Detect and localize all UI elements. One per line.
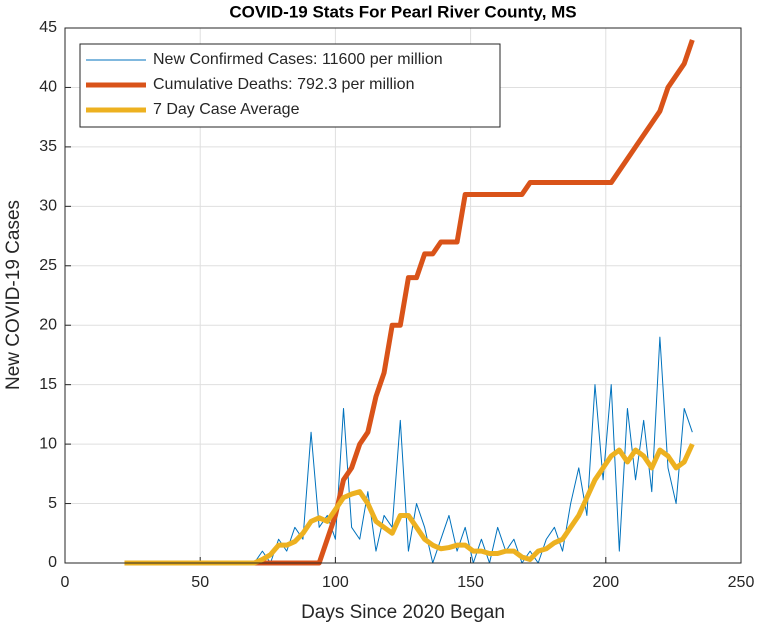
y-axis-label: New COVID-19 Cases	[3, 200, 24, 390]
legend-box	[79, 43, 501, 128]
plot-border	[64, 27, 742, 564]
y-tick-label: 20	[39, 316, 57, 333]
y-tick-label: 15	[39, 376, 57, 393]
x-tick-label: 150	[457, 574, 484, 591]
legend-label: Cumulative Deaths: 792.3 per million	[153, 76, 414, 93]
legend-label: 7 Day Case Average	[153, 101, 300, 118]
x-tick-label: 250	[728, 574, 755, 591]
y-tick-label: 45	[39, 19, 57, 36]
legend-label: New Confirmed Cases: 11600 per million	[153, 51, 443, 68]
chart-title: COVID-19 Stats For Pearl River County, M…	[229, 2, 576, 21]
y-tick-label: 40	[39, 79, 57, 96]
x-tick-label: 0	[61, 574, 70, 591]
x-axis-label: Days Since 2020 Began	[301, 602, 505, 623]
y-tick-label: 25	[39, 257, 57, 274]
y-tick-label: 5	[48, 495, 57, 512]
y-tick-label: 0	[48, 554, 57, 571]
y-tick-label: 35	[39, 138, 57, 155]
legend: New Confirmed Cases: 11600 per million Cu…	[79, 43, 501, 128]
y-tick-label: 10	[39, 435, 57, 452]
y-tick-label: 30	[39, 198, 57, 215]
x-tick-label: 50	[191, 574, 209, 591]
x-tick-label: 100	[322, 574, 349, 591]
x-tick-label: 200	[592, 574, 619, 591]
